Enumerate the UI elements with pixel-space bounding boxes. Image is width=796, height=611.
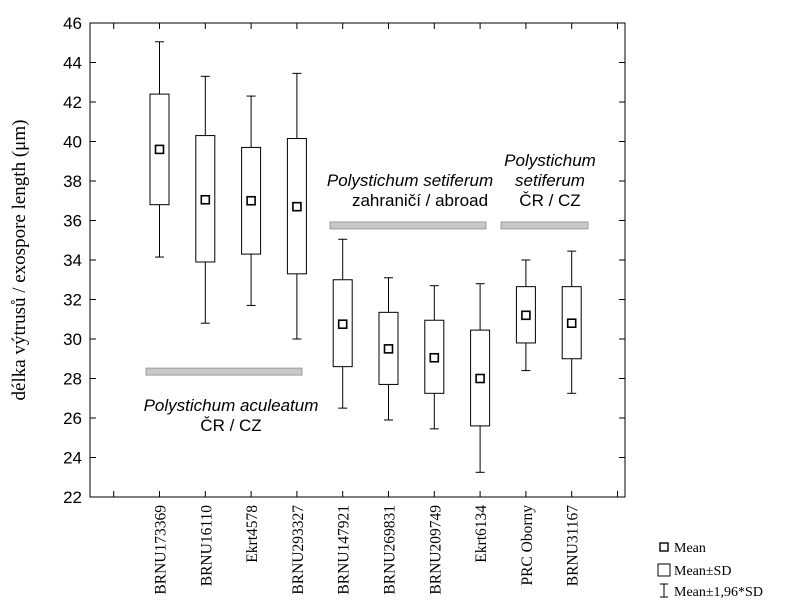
mean-marker <box>383 344 394 354</box>
group-label: Polystichum setiferum <box>327 171 493 190</box>
mean-marker <box>429 352 440 363</box>
y-tick-label: 28 <box>63 370 82 389</box>
mean-marker <box>154 144 165 155</box>
group-label: ČR / CZ <box>200 416 261 435</box>
y-tick-label: 44 <box>63 54 82 73</box>
mean-marker <box>246 195 256 206</box>
x-tick-label: BRNU173369 <box>153 505 170 595</box>
y-tick-label: 24 <box>63 449 82 468</box>
y-axis-label: délka výtrusů / exospore length (μm) <box>9 120 30 401</box>
mean-marker <box>292 201 302 212</box>
group-label: Polystichum aculeatum <box>144 396 319 415</box>
mean-marker <box>475 373 485 384</box>
mean-marker <box>566 318 577 329</box>
y-tick-label: 46 <box>63 14 82 33</box>
group-label: setiferum <box>515 171 585 190</box>
group-bar <box>500 221 589 230</box>
x-tick-label: BRNU147921 <box>336 505 353 595</box>
y-tick-label: 38 <box>63 172 82 191</box>
group-bar <box>329 221 487 230</box>
group-label: zahraničí / abroad <box>352 191 488 210</box>
x-tick-label: PRC Oborny <box>519 505 536 586</box>
y-tick-label: 26 <box>63 409 82 428</box>
plot-frame <box>89 22 626 498</box>
y-tick-label: 34 <box>63 251 82 270</box>
group-bar <box>145 367 303 376</box>
mean-marker <box>200 194 211 205</box>
legend-label-mean: Mean <box>674 541 706 556</box>
x-tick-label: BRNU293327 <box>290 505 307 595</box>
x-tick-label: Ekrt4578 <box>244 505 261 563</box>
y-tick-label: 40 <box>63 133 82 152</box>
mean-marker <box>337 319 348 329</box>
y-tick-label: 32 <box>63 291 82 310</box>
x-tick-label: BRNU16110 <box>198 505 215 586</box>
group-label: ČR / CZ <box>519 191 580 210</box>
legend-mean-marker <box>659 542 669 552</box>
x-tick-label: BRNU31167 <box>565 505 582 586</box>
x-tick-label: BRNU269831 <box>382 505 399 595</box>
x-tick-label: BRNU209749 <box>427 505 444 595</box>
group-label: Polystichum <box>504 151 596 170</box>
mean-marker <box>521 310 531 321</box>
y-tick-label: 36 <box>63 212 82 231</box>
x-tick-label: Ekrt6134 <box>473 505 490 563</box>
y-tick-label: 42 <box>63 93 82 112</box>
legend-sd-box <box>657 563 671 577</box>
y-tick-label: 22 <box>63 488 82 507</box>
legend-label-ci: Mean±1,96*SD <box>674 585 763 600</box>
legend-label-sd: Mean±SD <box>674 564 731 579</box>
y-tick-label: 30 <box>63 330 82 349</box>
